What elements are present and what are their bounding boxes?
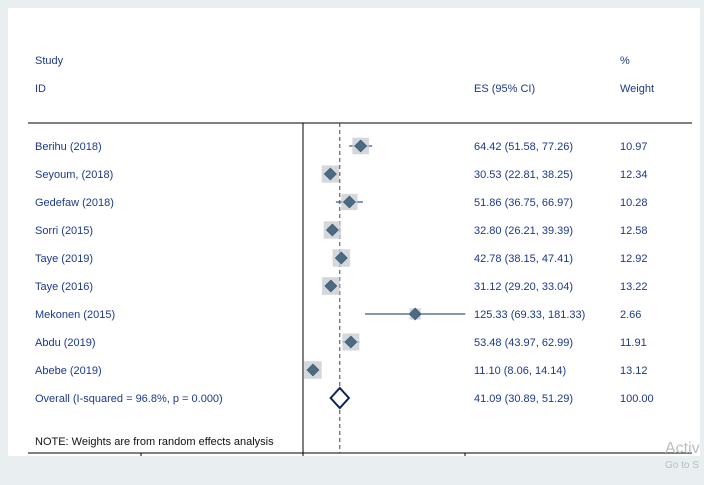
- overall-es-ci: 41.09 (30.89, 51.29): [474, 393, 573, 405]
- watermark-line-1: Activ: [665, 440, 700, 457]
- overall-diamond: [329, 386, 351, 410]
- header-percent: %: [620, 55, 630, 67]
- study-weight: 10.28: [620, 197, 648, 209]
- study-weight: 13.12: [620, 365, 648, 377]
- study-label: Abdu (2019): [35, 337, 96, 349]
- study-point-marker: [334, 251, 348, 265]
- study-label: Sorri (2015): [35, 225, 93, 237]
- study-label: Abebe (2019): [35, 365, 102, 377]
- study-weight: 12.92: [620, 253, 648, 265]
- forest-plot-area: Study ID ES (95% CI)% Weight Berihu (2018) 64…: [8, 8, 700, 456]
- study-point-marker: [342, 195, 356, 209]
- study-es-ci: 125.33 (69.33, 181.33): [474, 309, 585, 321]
- study-point-marker: [323, 167, 337, 181]
- study-point-marker: [408, 307, 422, 321]
- study-point-marker: [325, 223, 339, 237]
- study-es-ci: 42.78 (38.15, 47.41): [474, 253, 573, 265]
- study-point-marker: [354, 139, 368, 153]
- study-es-ci: 64.42 (51.58, 77.26): [474, 141, 573, 153]
- overall-label: Overall (I-squared = 96.8%, p = 0.000): [35, 393, 223, 405]
- study-weight: 12.34: [620, 169, 648, 181]
- study-label: Taye (2019): [35, 253, 93, 265]
- study-es-ci: 53.48 (43.97, 62.99): [474, 337, 573, 349]
- study-label: Gedefaw (2018): [35, 197, 114, 209]
- forest-plot-svg: Study ID ES (95% CI)% Weight Berihu (2018) 64…: [28, 55, 692, 456]
- weights-note: NOTE: Weights are from random effects an…: [35, 436, 274, 448]
- header-study: Study: [35, 55, 64, 67]
- study-es-ci: 31.12 (29.20, 33.04): [474, 281, 573, 293]
- watermark-line-2: Go to S: [665, 460, 699, 471]
- overall-weight: 100.00: [620, 393, 654, 405]
- study-label: Berihu (2018): [35, 141, 102, 153]
- study-label: Mekonen (2015): [35, 309, 115, 321]
- study-label: Taye (2016): [35, 281, 93, 293]
- study-es-ci: 11.10 (8.06, 14.14): [474, 365, 566, 377]
- study-weight: 13.22: [620, 281, 648, 293]
- study-es-ci: 32.80 (26.21, 39.39): [474, 225, 573, 237]
- study-es-ci: 51.86 (36.75, 66.97): [474, 197, 573, 209]
- study-point-marker: [324, 279, 338, 293]
- study-label: Seyoum, (2018): [35, 169, 113, 181]
- study-weight: 2.66: [620, 309, 641, 321]
- study-weight: 12.58: [620, 225, 648, 237]
- header-es-ci: ES (95% CI): [474, 83, 535, 95]
- header-weight: Weight: [620, 83, 654, 95]
- header-id: ID: [35, 83, 46, 95]
- study-point-marker: [306, 363, 320, 377]
- study-weight: 11.91: [620, 337, 647, 349]
- study-point-marker: [344, 335, 358, 349]
- study-weight: 10.97: [620, 141, 648, 153]
- study-es-ci: 30.53 (22.81, 38.25): [474, 169, 573, 181]
